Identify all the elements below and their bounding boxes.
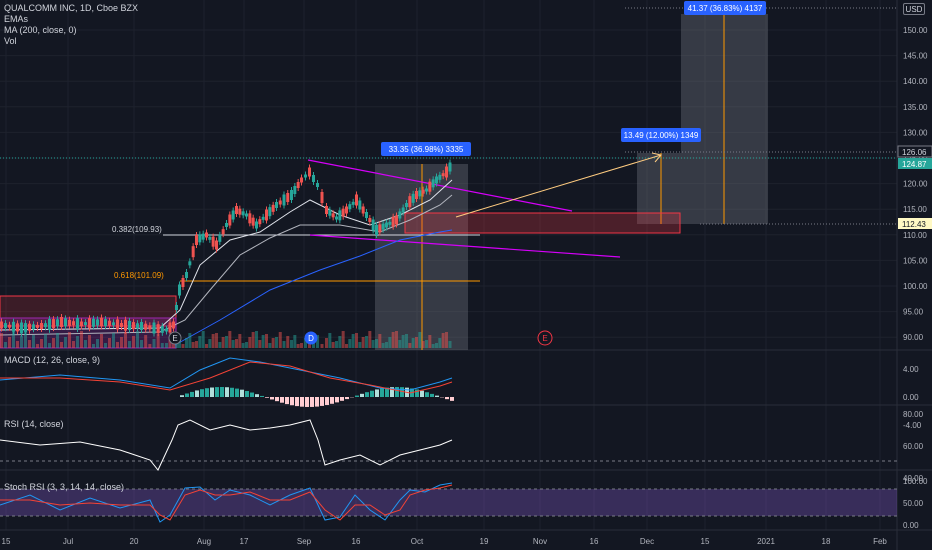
time-tick: Feb <box>873 537 887 546</box>
stoch-label[interactable]: Stoch RSI (3, 3, 14, 14, close) <box>4 482 125 492</box>
channel-top[interactable] <box>307 159 573 212</box>
symbol-title[interactable]: QUALCOMM INC, 1D, Cboe BZX <box>4 3 139 13</box>
time-tick: 2021 <box>757 537 775 546</box>
ema-slow-line <box>0 194 453 336</box>
arrow-head <box>651 152 662 163</box>
measure-label-1: 33.35 (36.98%) 3335 <box>389 145 464 154</box>
price-tick: 145.00 <box>903 52 928 61</box>
price-tick: 120.00 <box>903 180 928 189</box>
stoch-d-line <box>0 484 453 521</box>
rsi-tick: 60.00 <box>903 442 924 451</box>
chart-legend: QUALCOMM INC, 1D, Cboe BZX EMAs MA (200,… <box>4 3 138 47</box>
macd-tick: -4.00 <box>903 421 922 430</box>
macd-label[interactable]: MACD (12, 26, close, 9) <box>4 355 101 365</box>
legend-vol[interactable]: Vol <box>4 36 17 46</box>
resistance-zone <box>404 212 681 234</box>
price-badge-112: 112.43 <box>902 220 926 229</box>
measure-label-3: 41.37 (36.83%) 4137 <box>688 4 763 13</box>
measure-box-2[interactable] <box>637 153 681 224</box>
macd-tick: 4.00 <box>903 365 919 374</box>
time-tick: 15 <box>701 537 710 546</box>
measure-label-1-bg <box>381 142 471 156</box>
price-tick: 115.00 <box>903 205 927 214</box>
time-tick: Sep <box>297 537 312 546</box>
price-badge-last: 124.87 <box>902 160 927 169</box>
price-tick: 90.00 <box>903 333 924 342</box>
fib-label-0618: 0.618(101.09) <box>114 271 164 280</box>
stoch-tick: 50.00 <box>903 499 924 508</box>
channel-bottom[interactable] <box>309 234 621 258</box>
time-tick: 16 <box>352 537 361 546</box>
rsi-line <box>0 419 453 471</box>
earnings-marker-1[interactable] <box>168 331 182 345</box>
price-tick: 105.00 <box>903 256 928 265</box>
candles <box>0 159 452 337</box>
earnings-marker-2-label: E <box>542 334 547 343</box>
time-tick: 17 <box>240 537 249 546</box>
price-badge-126: 126.06 <box>902 148 927 157</box>
ma200-line <box>174 229 453 346</box>
stoch-tick: 0.00 <box>903 521 919 530</box>
currency-badge[interactable]: USD <box>903 3 925 15</box>
price-badge-112-bg <box>898 218 932 229</box>
stoch-tick: 100.00 <box>903 477 928 486</box>
stoch-k-line <box>0 482 453 523</box>
legend-emas[interactable]: EMAs <box>4 14 29 24</box>
time-tick: Oct <box>411 537 424 546</box>
earnings-marker-2[interactable] <box>537 330 553 346</box>
macd-line <box>0 357 453 391</box>
time-tick: Nov <box>533 537 547 546</box>
price-tick: 95.00 <box>903 308 924 317</box>
dividend-marker[interactable] <box>304 331 318 345</box>
rsi-tick: 40.00 <box>903 474 924 483</box>
macd-axis[interactable]: 4.00 0.00 -4.00 <box>903 365 922 430</box>
time-tick: 16 <box>590 537 599 546</box>
fib-label-0382: 0.382(109.93) <box>112 225 162 234</box>
price-tick: 150.00 <box>903 26 928 35</box>
rsi-label[interactable]: RSI (14, close) <box>4 419 64 429</box>
stoch-axis[interactable]: 100.00 50.00 0.00 <box>903 477 928 530</box>
price-badge-126-bg <box>897 145 932 158</box>
price-tick: 135.00 <box>903 103 928 112</box>
price-tick: 140.00 <box>903 77 928 86</box>
measure-label-3-bg <box>684 1 766 15</box>
price-tick: 130.00 <box>903 128 928 137</box>
time-tick: 19 <box>480 537 489 546</box>
time-axis[interactable]: 15 Jul 20 Aug 17 Sep 16 Oct 19 Nov 16 Dec 15 2021 18 Fe… <box>2 537 888 546</box>
price-tick: 110.00 <box>903 231 927 240</box>
time-tick: 15 <box>2 537 11 546</box>
time-tick: Jul <box>63 537 73 546</box>
rsi-axis[interactable]: 80.00 60.00 40.00 <box>903 410 924 483</box>
time-tick: Aug <box>197 537 211 546</box>
time-tick: 18 <box>822 537 831 546</box>
price-axis[interactable]: 150.00145.00140.00135.00130.00125.00120.… <box>903 26 928 342</box>
stoch-band <box>0 489 897 516</box>
measure-label-2: 13.49 (12.00%) 1349 <box>624 131 699 140</box>
price-badge-last-bg <box>898 158 932 169</box>
rsi-tick: 80.00 <box>903 410 924 419</box>
time-tick: 20 <box>130 537 139 546</box>
projection-arrow[interactable] <box>455 154 662 218</box>
measure-label-2-bg <box>621 128 701 142</box>
volume-bars <box>0 331 452 348</box>
dividend-marker-label: D <box>308 334 314 343</box>
price-tick: 100.00 <box>903 282 928 291</box>
earnings-marker-1-label: E <box>172 334 177 343</box>
macd-tick: 0.00 <box>903 393 919 402</box>
macd-signal-line <box>0 361 453 394</box>
time-tick: Dec <box>640 537 654 546</box>
legend-ma[interactable]: MA (200, close, 0) <box>4 25 77 35</box>
